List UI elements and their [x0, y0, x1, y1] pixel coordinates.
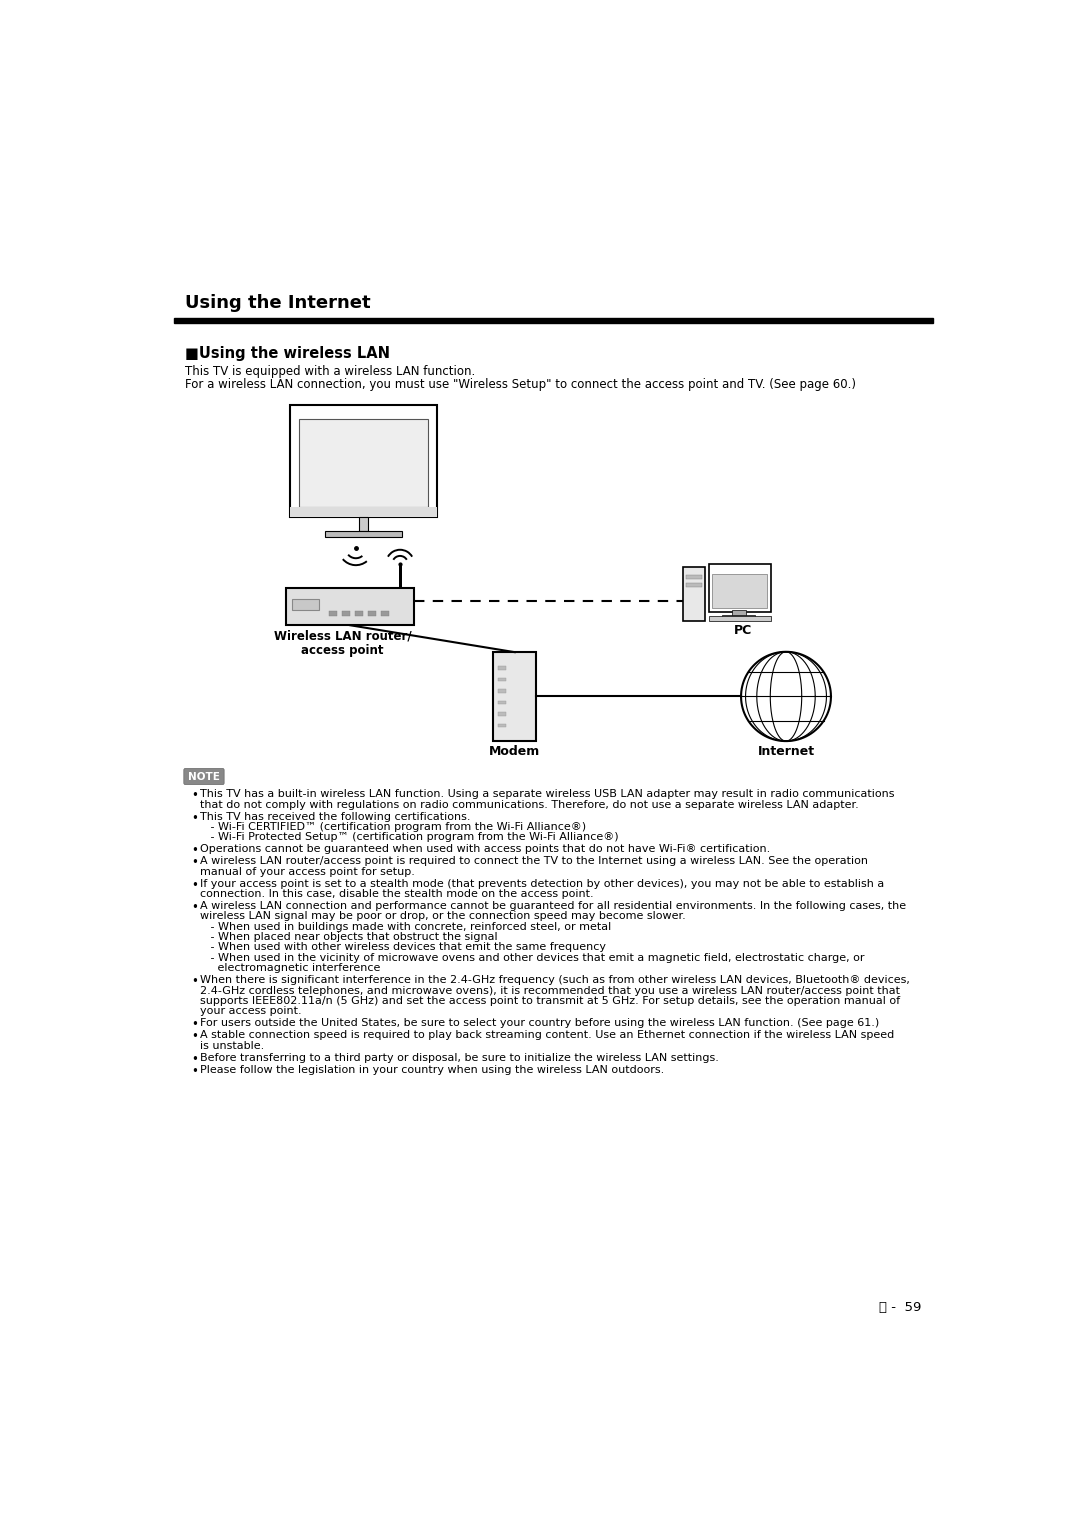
Text: •: •: [191, 1052, 198, 1066]
Bar: [498, 724, 505, 727]
Bar: [494, 652, 536, 741]
Text: Internet: Internet: [757, 745, 814, 757]
Text: This TV has a built-in wireless LAN function. Using a separate wireless USB LAN : This TV has a built-in wireless LAN func…: [200, 789, 894, 799]
Text: your access point.: your access point.: [200, 1006, 301, 1017]
Bar: [708, 565, 770, 612]
Text: •: •: [191, 1064, 198, 1078]
Bar: [325, 530, 403, 536]
Text: •: •: [191, 857, 198, 869]
Text: Using the Internet: Using the Internet: [186, 293, 372, 312]
Text: - When used in buildings made with concrete, reinforced steel, or metal: - When used in buildings made with concr…: [200, 922, 611, 931]
Text: •: •: [191, 1031, 198, 1043]
Text: This TV has received the following certifications.: This TV has received the following certi…: [200, 811, 471, 822]
Bar: [355, 611, 363, 615]
Text: - When used in the vicinity of microwave ovens and other devices that emit a mag: - When used in the vicinity of microwave…: [200, 953, 865, 964]
Text: NOTE: NOTE: [188, 771, 220, 782]
Bar: [293, 599, 320, 609]
Text: electromagnetic interference: electromagnetic interference: [200, 964, 380, 973]
Text: - When used with other wireless devices that emit the same frequency: - When used with other wireless devices …: [200, 942, 606, 953]
Bar: [732, 609, 745, 617]
Bar: [708, 615, 770, 621]
Bar: [381, 611, 389, 615]
Text: •: •: [191, 811, 198, 825]
Bar: [291, 405, 437, 516]
Text: Operations cannot be guaranteed when used with access points that do not have Wi: Operations cannot be guaranteed when use…: [200, 844, 770, 854]
Text: For users outside the United States, be sure to select your country before using: For users outside the United States, be …: [200, 1019, 879, 1028]
Bar: [498, 689, 505, 693]
Bar: [359, 516, 368, 530]
Text: When there is significant interference in the 2.4-GHz frequency (such as from ot: When there is significant interference i…: [200, 976, 910, 985]
Text: 2.4-GHz cordless telephones, and microwave ovens), it is recommended that you us: 2.4-GHz cordless telephones, and microwa…: [200, 985, 900, 996]
Bar: [683, 568, 704, 621]
Bar: [498, 666, 505, 670]
Text: Before transferring to a third party or disposal, be sure to initialize the wire: Before transferring to a third party or …: [200, 1052, 719, 1063]
Text: This TV is equipped with a wireless LAN function.: This TV is equipped with a wireless LAN …: [186, 365, 475, 379]
Text: connection. In this case, disable the stealth mode on the access point.: connection. In this case, disable the st…: [200, 889, 594, 899]
Text: PC: PC: [734, 623, 753, 637]
Bar: [498, 701, 505, 704]
Text: that do not comply with regulations on radio communications. Therefore, do not u: that do not comply with regulations on r…: [200, 800, 859, 809]
Bar: [328, 611, 337, 615]
Text: manual of your access point for setup.: manual of your access point for setup.: [200, 867, 415, 876]
Text: ■Using the wireless LAN: ■Using the wireless LAN: [186, 345, 390, 360]
Text: supports IEEE802.11a/n (5 GHz) and set the access point to transmit at 5 GHz. Fo: supports IEEE802.11a/n (5 GHz) and set t…: [200, 996, 901, 1006]
Bar: [686, 576, 702, 579]
Text: - Wi-Fi CERTIFIED™ (certification program from the Wi-Fi Alliance®): - Wi-Fi CERTIFIED™ (certification progra…: [200, 822, 586, 832]
Text: For a wireless LAN connection, you must use "Wireless Setup" to connect the acce: For a wireless LAN connection, you must …: [186, 379, 856, 391]
Text: ⓔ -  59: ⓔ - 59: [879, 1301, 921, 1315]
Bar: [723, 615, 755, 620]
Text: is unstable.: is unstable.: [200, 1040, 265, 1051]
Bar: [342, 611, 350, 615]
Text: •: •: [191, 789, 198, 802]
Bar: [368, 611, 376, 615]
Text: Modem: Modem: [489, 745, 540, 757]
Bar: [299, 418, 428, 507]
Bar: [498, 678, 505, 681]
Text: If your access point is set to a stealth mode (that prevents detection by other : If your access point is set to a stealth…: [200, 878, 885, 889]
Text: - Wi-Fi Protected Setup™ (certification program from the Wi-Fi Alliance®): - Wi-Fi Protected Setup™ (certification …: [200, 832, 619, 843]
Text: A wireless LAN connection and performance cannot be guaranteed for all residenti: A wireless LAN connection and performanc…: [200, 901, 906, 912]
Bar: [498, 712, 505, 716]
Text: •: •: [191, 901, 198, 913]
Text: Wireless LAN router/
access point: Wireless LAN router/ access point: [273, 629, 411, 657]
Text: A stable connection speed is required to play back streaming content. Use an Eth: A stable connection speed is required to…: [200, 1031, 894, 1040]
Bar: [399, 563, 402, 588]
Text: - When placed near objects that obstruct the signal: - When placed near objects that obstruct…: [200, 931, 498, 942]
Bar: [286, 588, 414, 625]
Bar: [174, 318, 933, 324]
Bar: [686, 583, 702, 586]
Bar: [713, 574, 767, 608]
Text: wireless LAN signal may be poor or drop, or the connection speed may become slow: wireless LAN signal may be poor or drop,…: [200, 912, 686, 921]
Text: •: •: [191, 976, 198, 988]
Text: Please follow the legislation in your country when using the wireless LAN outdoo: Please follow the legislation in your co…: [200, 1064, 664, 1075]
Text: A wireless LAN router/access point is required to connect the TV to the Internet: A wireless LAN router/access point is re…: [200, 857, 868, 866]
Text: •: •: [191, 1019, 198, 1031]
Text: •: •: [191, 844, 198, 857]
Bar: [291, 507, 437, 516]
FancyBboxPatch shape: [184, 768, 225, 785]
Text: •: •: [191, 878, 198, 892]
